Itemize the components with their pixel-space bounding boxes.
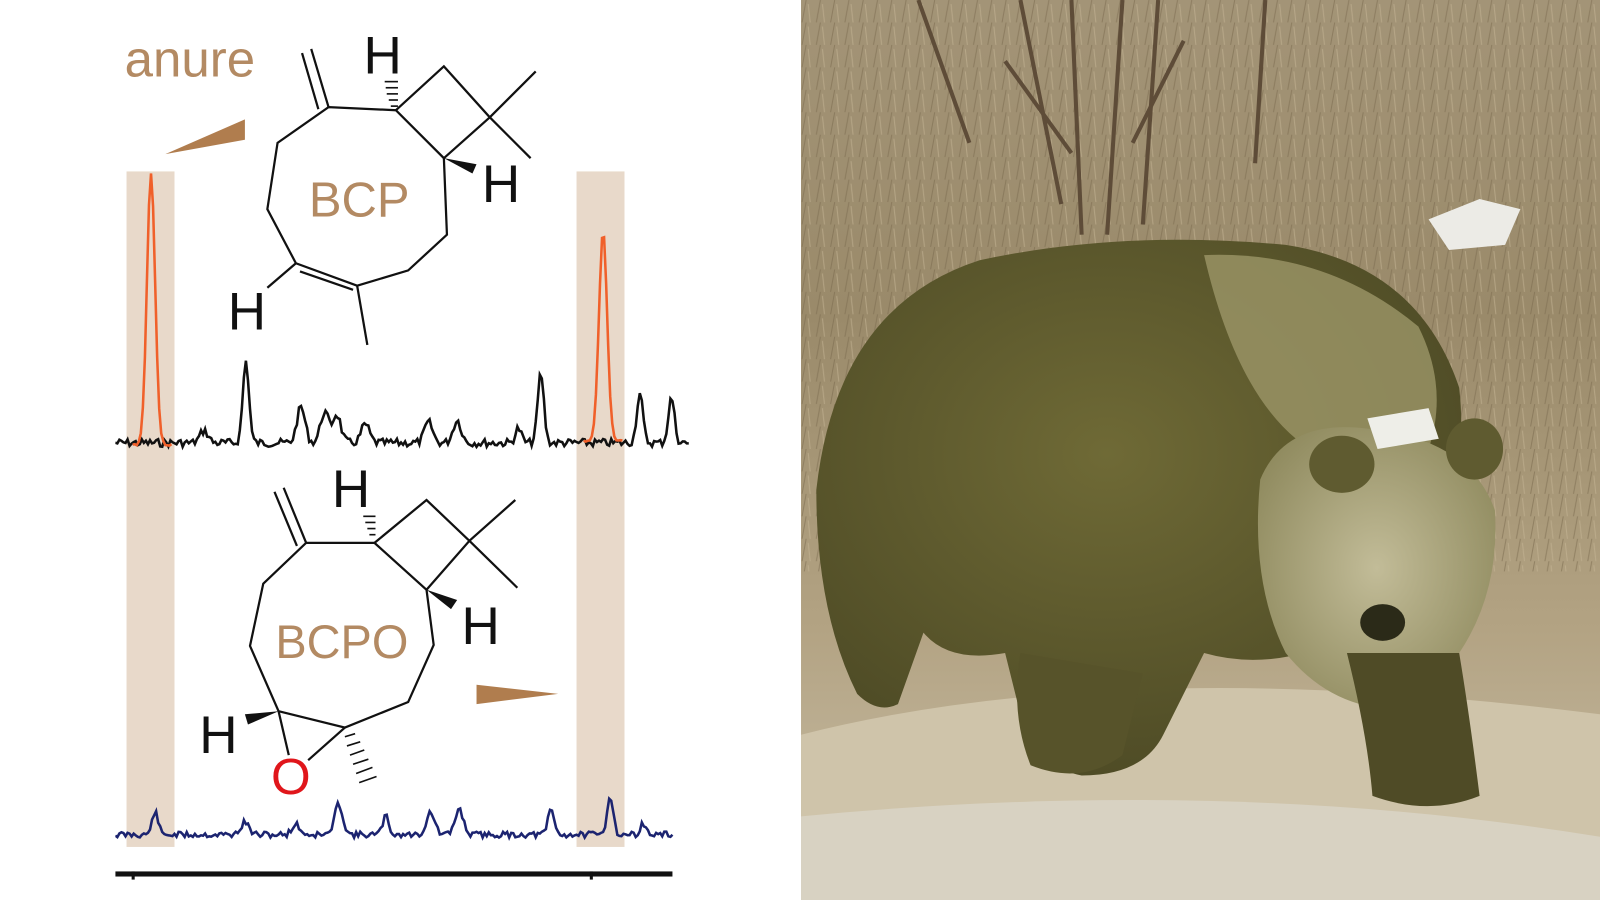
wedge-bond	[443, 158, 477, 174]
panda-leg	[1346, 653, 1480, 807]
spectrum-bottom	[115, 795, 674, 841]
oxygen-atom: O	[271, 748, 311, 805]
spectrum-top	[115, 360, 689, 451]
highlighted-peak-right	[583, 235, 623, 444]
h-atom: H	[228, 283, 266, 342]
axis-tick	[589, 871, 593, 880]
h-atom: H	[461, 597, 499, 656]
wedge-bond	[426, 589, 458, 610]
diagram-panel: anure BCP H H H	[115, 26, 689, 880]
panda-leg	[1017, 653, 1143, 774]
highlight-band-left	[126, 171, 175, 847]
bcpo-label: BCPO	[275, 616, 408, 668]
bare-shrubs	[916, 0, 1268, 235]
h-atom: H	[332, 460, 370, 519]
axis-bar	[115, 871, 673, 877]
partial-title: anure	[125, 31, 255, 88]
highlighted-peak-left	[132, 173, 173, 447]
wedge-bond	[244, 711, 279, 725]
bcp-label: BCP	[309, 173, 410, 227]
panda-photo	[801, 0, 1600, 900]
h-atom: H	[363, 26, 401, 85]
paper-litter	[1428, 198, 1521, 250]
panda-shoulder-light	[1204, 254, 1437, 458]
bcpo-structure	[248, 487, 519, 784]
h-atom: H	[199, 706, 237, 765]
panda-ear	[1309, 435, 1375, 493]
arrowhead-bottom	[476, 684, 559, 705]
panda-ear	[1445, 418, 1504, 480]
bcp-structure	[266, 48, 537, 346]
axis-tick	[131, 871, 135, 880]
panda-eye-patch	[1360, 604, 1406, 641]
h-atom: H	[482, 155, 520, 214]
panda-head	[1257, 427, 1496, 710]
